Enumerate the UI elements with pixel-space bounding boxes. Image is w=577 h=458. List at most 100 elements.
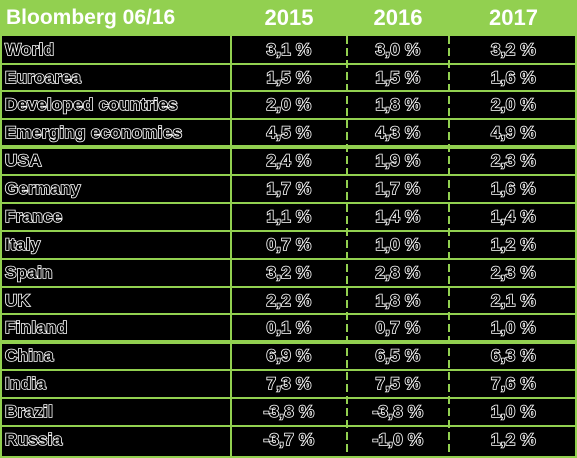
row-label: Euroarea: [4, 67, 82, 88]
row-label: Brazil: [4, 401, 54, 422]
value-cell-2016: 0,7 %: [375, 317, 421, 338]
value-cell-2016: 1,7 %: [375, 178, 421, 199]
value-cell-2015: 6,9 %: [266, 345, 312, 366]
column-divider: [448, 36, 450, 458]
row-divider: [0, 63, 577, 65]
value-cell-2017: 7,6 %: [490, 373, 536, 394]
value-cell-2015: 3,2 %: [266, 262, 312, 283]
value-cell-2017: 1,2 %: [490, 234, 536, 255]
value-cell-2015: 0,7 %: [266, 234, 312, 255]
value-cell-2015: 4,5 %: [266, 122, 312, 143]
row-label: Russia: [4, 429, 63, 450]
value-cell-2016: 1,8 %: [375, 94, 421, 115]
value-cell-2016: 7,5 %: [375, 373, 421, 394]
value-cell-2017: 6,3 %: [490, 345, 536, 366]
table-row: Emerging economies 4,5 % 4,3 % 4,9 %: [0, 119, 577, 147]
value-cell-2015: -3,7 %: [263, 429, 315, 450]
value-cell-2015: 2,0 %: [266, 94, 312, 115]
table-border: [0, 456, 577, 458]
table-header: Bloomberg 06/16 2015 2016 2017: [0, 0, 577, 36]
row-divider: [0, 118, 577, 120]
row-label: Finland: [4, 317, 68, 338]
value-cell-2015: 1,1 %: [266, 206, 312, 227]
header-year-2016: 2016: [373, 5, 423, 30]
row-divider: [0, 397, 577, 399]
table-row: Russia -3,7 % -1,0 % 1,2 %: [0, 426, 577, 454]
value-cell-2016: 1,8 %: [375, 290, 421, 311]
value-cell-2016: 1,9 %: [375, 150, 421, 171]
table-row: Finland 0,1 % 0,7 % 1,0 %: [0, 314, 577, 342]
value-cell-2016: 1,0 %: [375, 234, 421, 255]
row-label: Developed countries: [4, 94, 178, 115]
value-cell-2015: 0,1 %: [266, 317, 312, 338]
value-cell-2017: 1,0 %: [490, 317, 536, 338]
value-cell-2016: 1,4 %: [375, 206, 421, 227]
value-cell-2017: 1,4 %: [490, 206, 536, 227]
row-label: Emerging economies: [4, 122, 183, 143]
value-cell-2015: 1,7 %: [266, 178, 312, 199]
table-row: China 6,9 % 6,5 % 6,3 %: [0, 342, 577, 370]
row-label: World: [4, 39, 55, 60]
value-cell-2016: -1,0 %: [372, 429, 424, 450]
row-divider: [0, 425, 577, 427]
row-label: France: [4, 206, 63, 227]
row-label: UK: [4, 290, 31, 311]
column-divider: [230, 36, 232, 458]
value-cell-2016: 4,3 %: [375, 122, 421, 143]
row-divider: [0, 258, 577, 260]
table-row: Spain 3,2 % 2,8 % 2,3 %: [0, 259, 577, 287]
value-cell-2016: 1,5 %: [375, 67, 421, 88]
group-divider: [0, 145, 577, 149]
table-row: India 7,3 % 7,5 % 7,6 %: [0, 370, 577, 398]
value-cell-2017: 2,3 %: [490, 150, 536, 171]
table-row: World 3,1 % 3,0 % 3,2 %: [0, 36, 577, 64]
table-border: [575, 36, 577, 458]
value-cell-2017: 4,9 %: [490, 122, 536, 143]
value-cell-2015: 7,3 %: [266, 373, 312, 394]
row-divider: [0, 230, 577, 232]
table-row: Brazil -3,8 % -3,8 % 1,0 %: [0, 398, 577, 426]
row-label: China: [4, 345, 54, 366]
value-cell-2016: -3,8 %: [372, 401, 424, 422]
column-divider: [346, 36, 348, 458]
table-row: Germany 1,7 % 1,7 % 1,6 %: [0, 175, 577, 203]
value-cell-2016: 3,0 %: [375, 39, 421, 60]
header-year-2017: 2017: [489, 5, 538, 30]
value-cell-2017: 1,0 %: [490, 401, 536, 422]
row-label: USA: [4, 150, 42, 171]
table-border: [0, 36, 2, 458]
table-row: Italy 0,7 % 1,0 % 1,2 %: [0, 231, 577, 259]
row-label: Italy: [4, 234, 41, 255]
value-cell-2016: 2,8 %: [375, 262, 421, 283]
value-cell-2016: 6,5 %: [375, 345, 421, 366]
value-cell-2017: 1,2 %: [490, 429, 536, 450]
table-row: USA 2,4 % 1,9 % 2,3 %: [0, 147, 577, 175]
row-label: India: [4, 373, 47, 394]
header-year-2015: 2015: [264, 5, 314, 30]
row-divider: [0, 174, 577, 176]
table-row: France 1,1 % 1,4 % 1,4 %: [0, 203, 577, 231]
row-divider: [0, 202, 577, 204]
table-row: UK 2,2 % 1,8 % 2,1 %: [0, 287, 577, 315]
value-cell-2015: 2,2 %: [266, 290, 312, 311]
value-cell-2015: 2,4 %: [266, 150, 312, 171]
value-cell-2017: 2,3 %: [490, 262, 536, 283]
value-cell-2017: 1,6 %: [490, 178, 536, 199]
header-source-label: Bloomberg 06/16: [6, 6, 176, 29]
value-cell-2017: 3,2 %: [490, 39, 536, 60]
value-cell-2017: 2,1 %: [490, 290, 536, 311]
value-cell-2017: 2,0 %: [490, 94, 536, 115]
group-divider: [0, 340, 577, 344]
row-label: Spain: [4, 262, 53, 283]
value-cell-2015: -3,8 %: [263, 401, 315, 422]
value-cell-2017: 1,6 %: [490, 67, 536, 88]
table-row: Euroarea 1,5 % 1,5 % 1,6 %: [0, 64, 577, 92]
value-cell-2015: 3,1 %: [266, 39, 312, 60]
row-label: Germany: [4, 178, 81, 199]
table-row: Developed countries 2,0 % 1,8 % 2,0 %: [0, 91, 577, 119]
row-divider: [0, 369, 577, 371]
value-cell-2015: 1,5 %: [266, 67, 312, 88]
row-divider: [0, 90, 577, 92]
row-divider: [0, 286, 577, 288]
